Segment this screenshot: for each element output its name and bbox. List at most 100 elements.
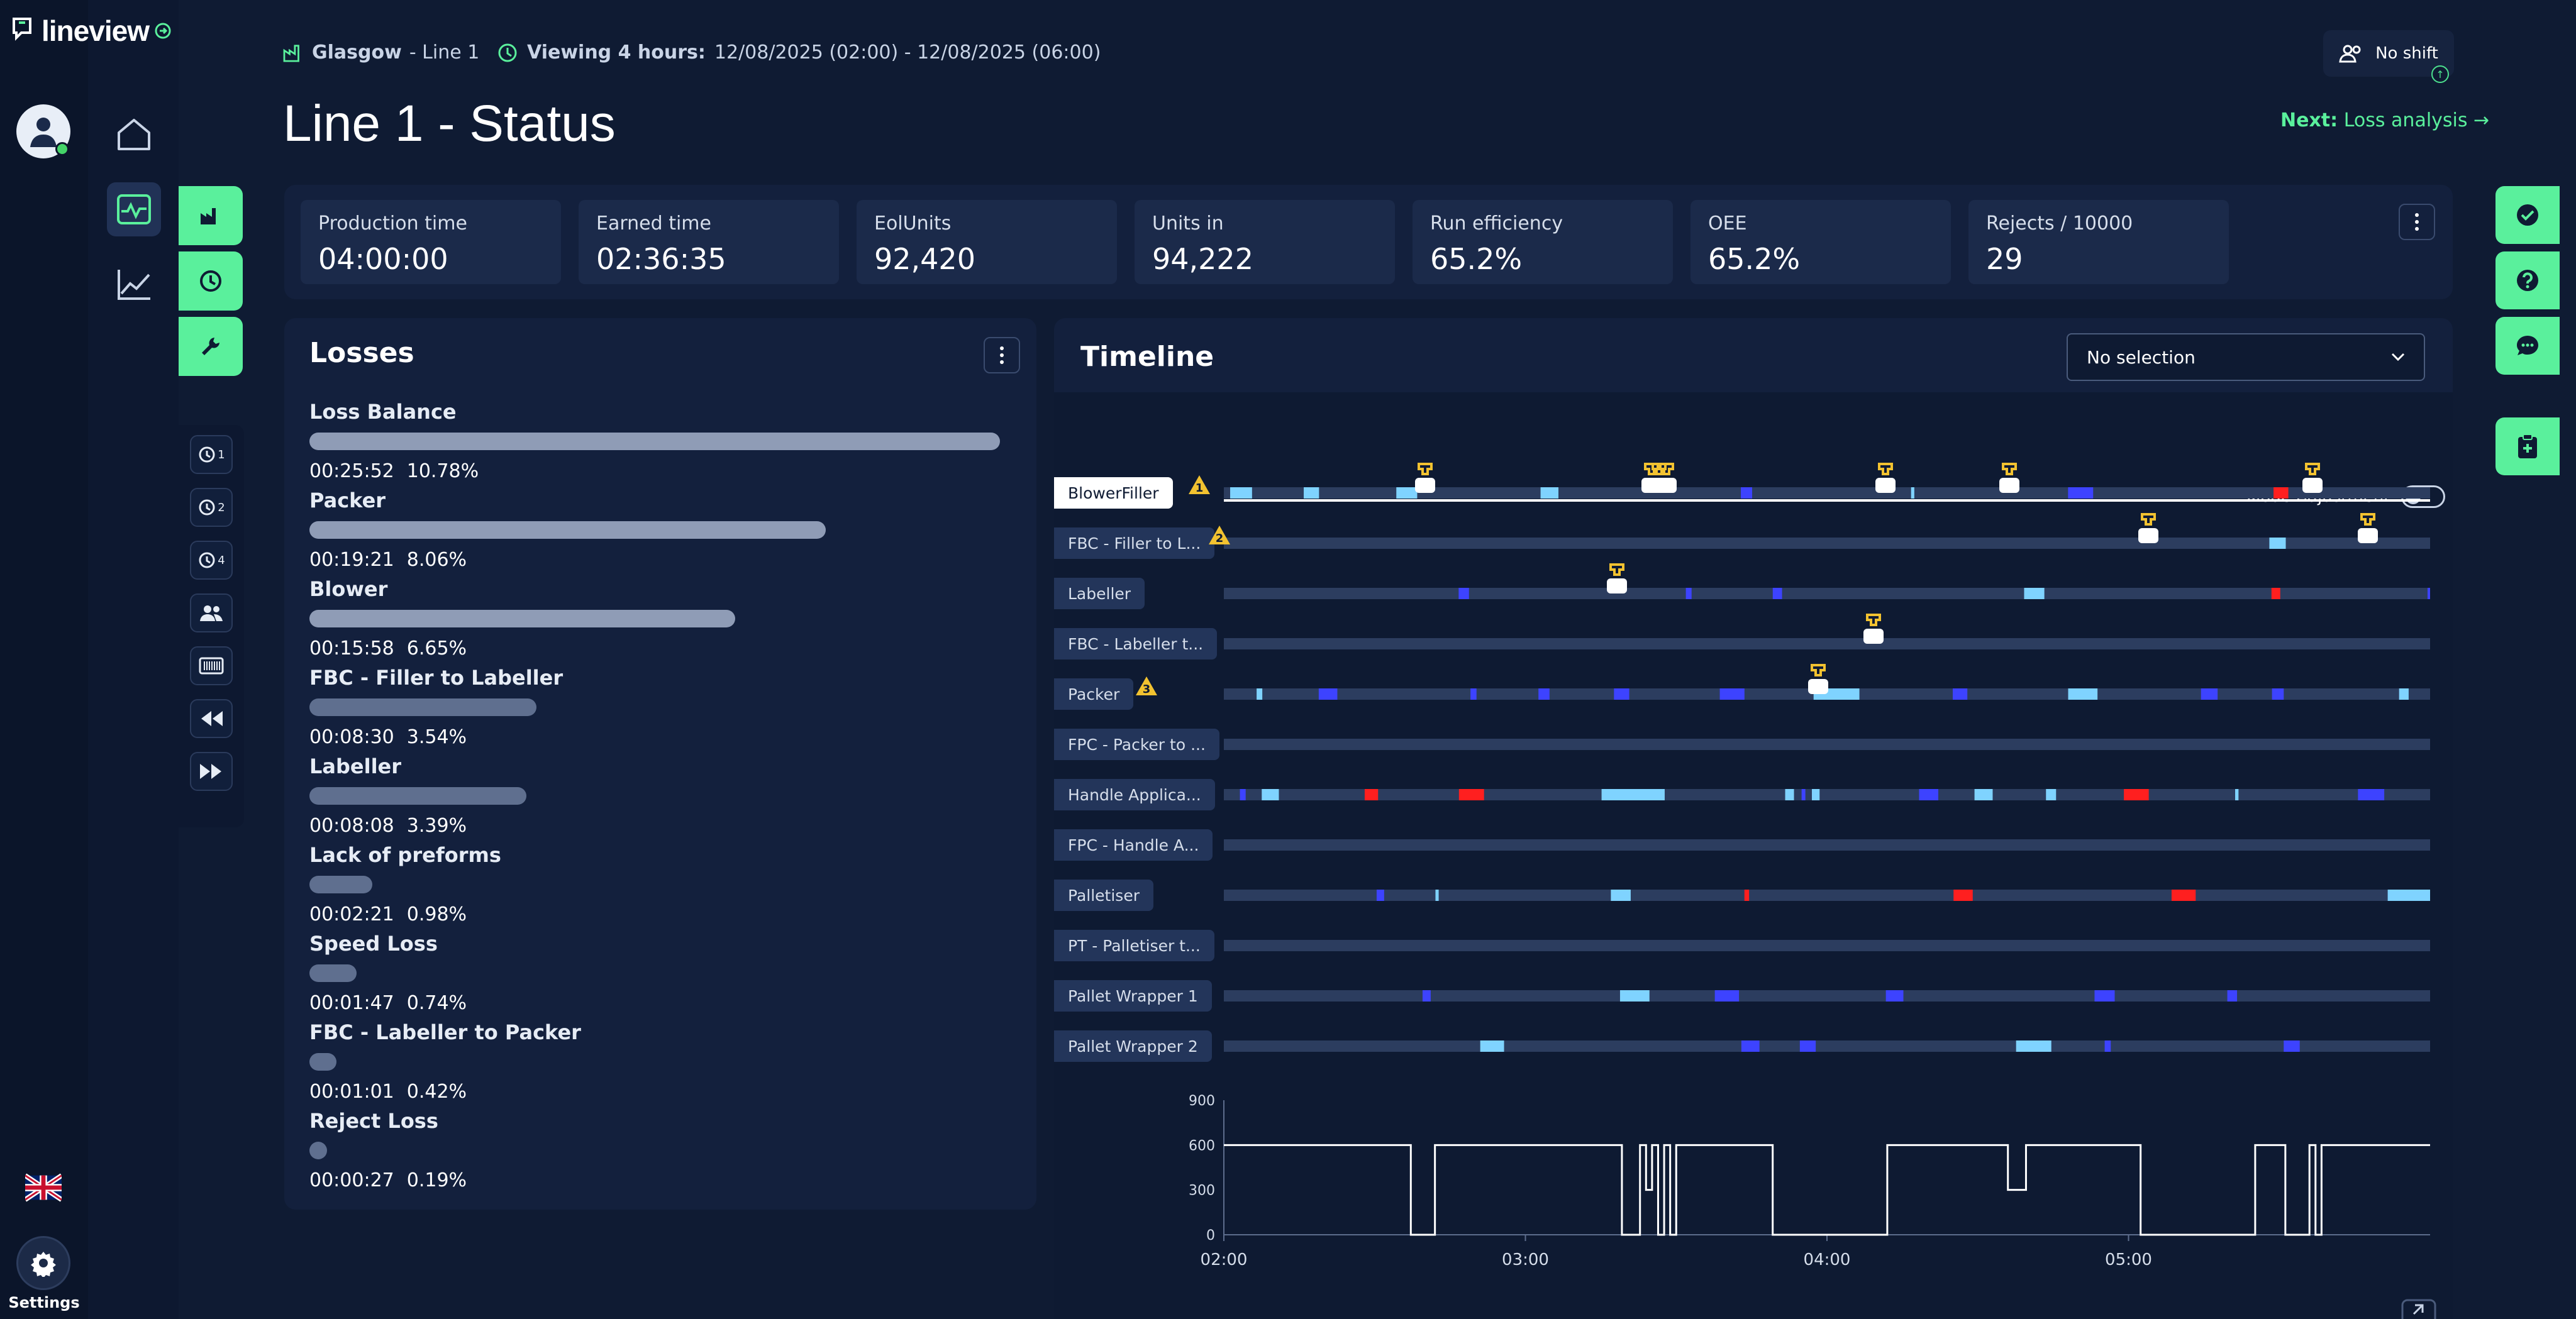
warning-icon[interactable]: 2	[1209, 526, 1230, 545]
state-segment	[1458, 789, 1484, 800]
logo[interactable]: lineview	[11, 14, 172, 48]
machine-label[interactable]: Labeller	[1054, 578, 1145, 609]
state-segment	[2271, 588, 2280, 599]
loss-item[interactable]: Labeller 00:08:08 3.39%	[309, 754, 1000, 837]
tab-maintenance[interactable]	[179, 317, 243, 376]
nav-home[interactable]	[107, 107, 161, 161]
barcode-button[interactable]	[190, 646, 233, 685]
user-icon	[30, 118, 57, 147]
nav-analysis[interactable]	[107, 258, 161, 312]
viewing-dates: 12/08/2025 (02:00) - 12/08/2025 (06:00)	[714, 41, 1101, 63]
loss-duration: 00:19:21	[309, 549, 394, 571]
uk-flag-icon[interactable]	[25, 1171, 62, 1205]
clock-4-button[interactable]: 4	[190, 541, 233, 580]
kpi-menu-button[interactable]	[2399, 204, 2435, 240]
machine-label[interactable]: Pallet Wrapper 2	[1054, 1030, 1212, 1062]
machine-label[interactable]: FPC - Packer to ...	[1054, 729, 1219, 760]
user-avatar[interactable]	[16, 104, 70, 158]
home-icon	[118, 119, 150, 150]
loss-item[interactable]: Speed Loss 00:01:47 0.74%	[309, 932, 1000, 1014]
clock-1-button[interactable]: 1	[190, 435, 233, 474]
state-segment	[2227, 990, 2238, 1002]
tab-factory[interactable]	[179, 186, 243, 245]
line-name: - Line 1	[409, 41, 480, 63]
rewind-button[interactable]	[190, 699, 233, 738]
state-segment	[1714, 990, 1740, 1002]
machine-label[interactable]: FBC - Filler to L...	[1054, 527, 1215, 559]
expand-corner-icon[interactable]	[2401, 1295, 2436, 1319]
state-segment	[2046, 789, 2057, 800]
nav-status[interactable]	[107, 182, 161, 236]
timeline-chart[interactable]: 1 2 3 900 600 300 0 02:00 03:00 04:00 05:00	[1054, 392, 2453, 1319]
machine-label[interactable]: Palletiser	[1054, 880, 1153, 911]
logout-icon[interactable]	[154, 22, 172, 40]
machine-label[interactable]: Handle Applica...	[1054, 779, 1215, 810]
shift-info-icon[interactable]: ↑	[2431, 65, 2449, 83]
tab-clock[interactable]	[179, 251, 243, 311]
loss-value: 00:19:21 8.06%	[309, 549, 1000, 571]
chat-button[interactable]	[2496, 317, 2560, 375]
kpi-production-time: Production time 04:00:00	[301, 200, 561, 284]
settings-button[interactable]	[16, 1236, 70, 1290]
viewing-range[interactable]: Viewing 4 hours: 12/08/2025 (02:00) - 12…	[497, 41, 1101, 63]
state-segment	[1919, 789, 1938, 800]
loss-item[interactable]: Packer 00:19:21 8.06%	[309, 488, 1000, 571]
y-tick-label: 300	[1189, 1183, 1215, 1199]
event-flag	[1607, 578, 1627, 593]
clock-icon	[200, 270, 221, 292]
selected-underline	[1224, 499, 2430, 502]
event-marker	[1644, 463, 1659, 475]
shift-button[interactable]: No shift ↑	[2323, 30, 2454, 83]
clock-icon	[199, 499, 215, 516]
loss-percent: 0.98%	[406, 903, 467, 925]
shift-label: No shift	[2375, 44, 2438, 63]
machine-label[interactable]: PT - Palletiser t...	[1054, 930, 1214, 961]
viewing-label: Viewing 4 hours:	[527, 41, 706, 63]
warning-count: 3	[1143, 683, 1151, 696]
clipboard-add-icon	[2518, 434, 2537, 458]
loss-name: FBC - Labeller to Packer	[309, 1020, 581, 1044]
loss-item[interactable]: Blower 00:15:58 6.65%	[309, 577, 1000, 660]
event-flag	[1657, 478, 1677, 493]
loss-item[interactable]: Reject Loss 00:00:27 0.19%	[309, 1109, 1000, 1191]
state-segment	[1719, 688, 1745, 700]
event-flag	[1808, 679, 1828, 694]
app-rail	[0, 0, 88, 1319]
state-segment	[1422, 990, 1431, 1002]
x-tick-label: 05:00	[2105, 1250, 2152, 1269]
machine-label[interactable]: FBC - Labeller t...	[1054, 628, 1218, 660]
breadcrumb[interactable]: Glasgow - Line 1	[283, 41, 479, 63]
loss-percent: 6.65%	[406, 637, 467, 660]
event-flag	[1415, 478, 1435, 493]
loss-item[interactable]: FBC - Labeller to Packer 00:01:01 0.42%	[309, 1020, 1000, 1103]
next-loss-analysis-link[interactable]: Next: Loss analysis →	[2280, 109, 2489, 131]
machine-label[interactable]: FPC - Handle A...	[1054, 829, 1213, 861]
loss-duration: 00:01:01	[309, 1081, 394, 1103]
warning-icon[interactable]: 1	[1189, 475, 1210, 495]
losses-panel: Losses Loss Balance 00:25:52 10.78% Packer 0…	[284, 318, 1036, 1210]
state-segment	[2124, 789, 2149, 800]
shift-view-button[interactable]	[190, 593, 233, 632]
warning-icon[interactable]: 3	[1136, 676, 1157, 696]
machine-label[interactable]: Pallet Wrapper 1	[1054, 980, 1212, 1012]
approve-button[interactable]	[2496, 186, 2560, 244]
loss-item[interactable]: FBC - Filler to Labeller 00:08:30 3.54%	[309, 666, 1000, 748]
machine-track	[1224, 588, 2430, 599]
machine-label[interactable]: Packer	[1054, 678, 1134, 710]
losses-menu-button[interactable]	[984, 337, 1020, 373]
machine-label[interactable]: BlowerFiller	[1054, 477, 1173, 509]
fast-forward-button[interactable]	[190, 752, 233, 791]
state-segment	[2068, 688, 2098, 700]
factory-icon	[201, 208, 216, 224]
loss-item[interactable]: Lack of preforms 00:02:21 0.98%	[309, 843, 1000, 925]
help-button[interactable]	[2496, 251, 2560, 309]
loss-percent: 3.39%	[406, 815, 467, 837]
loss-item[interactable]: Loss Balance 00:25:52 10.78%	[309, 400, 1000, 482]
loss-value: 00:25:52 10.78%	[309, 460, 1000, 482]
clipboard-button[interactable]	[2496, 417, 2560, 475]
fast-forward-icon	[200, 764, 221, 779]
timeline-selection-dropdown[interactable]: No selection	[2067, 333, 2425, 381]
clock-2-button[interactable]: 2	[190, 488, 233, 527]
loss-name: FBC - Filler to Labeller	[309, 666, 564, 690]
machine-track	[1224, 739, 2430, 750]
